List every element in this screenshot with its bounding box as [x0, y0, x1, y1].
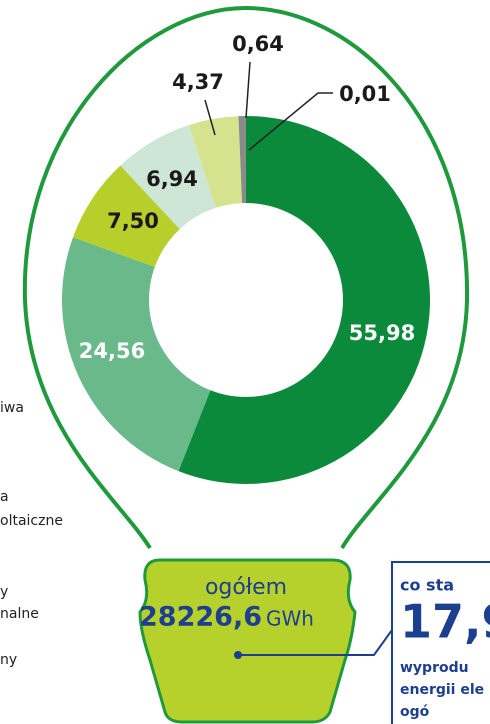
- data-label: 0,01: [339, 82, 391, 106]
- data-label: 4,37: [172, 70, 224, 94]
- total-value: 28226,6: [139, 602, 262, 633]
- infographic: 55,98 24,56 7,50 6,94 4,37 0,64 0,01 ogółem 28…: [0, 0, 490, 724]
- total-unit: GWh: [266, 607, 314, 631]
- legend-fragment: iwa: [0, 400, 24, 416]
- data-label: 0,64: [232, 32, 284, 56]
- total-caption: ogółem: [205, 575, 287, 600]
- callout-text: energii ele: [400, 682, 484, 698]
- legend-fragment: oltaiczne: [0, 513, 63, 529]
- legend-fragment: y: [0, 584, 8, 600]
- data-label: 6,94: [146, 167, 198, 191]
- data-label: 24,56: [79, 339, 145, 363]
- legend-fragment: nalne: [0, 606, 39, 622]
- callout-text: ogó: [400, 704, 430, 720]
- legend-fragment: a: [0, 489, 9, 505]
- callout-text: wyprodu: [400, 660, 469, 676]
- legend-fragment: ny: [0, 652, 17, 668]
- data-label: 55,98: [349, 321, 415, 345]
- leader-line: [246, 62, 250, 118]
- data-label: 7,50: [107, 209, 159, 233]
- callout-text: co sta: [400, 576, 454, 595]
- callout-text: 17,9: [400, 595, 490, 649]
